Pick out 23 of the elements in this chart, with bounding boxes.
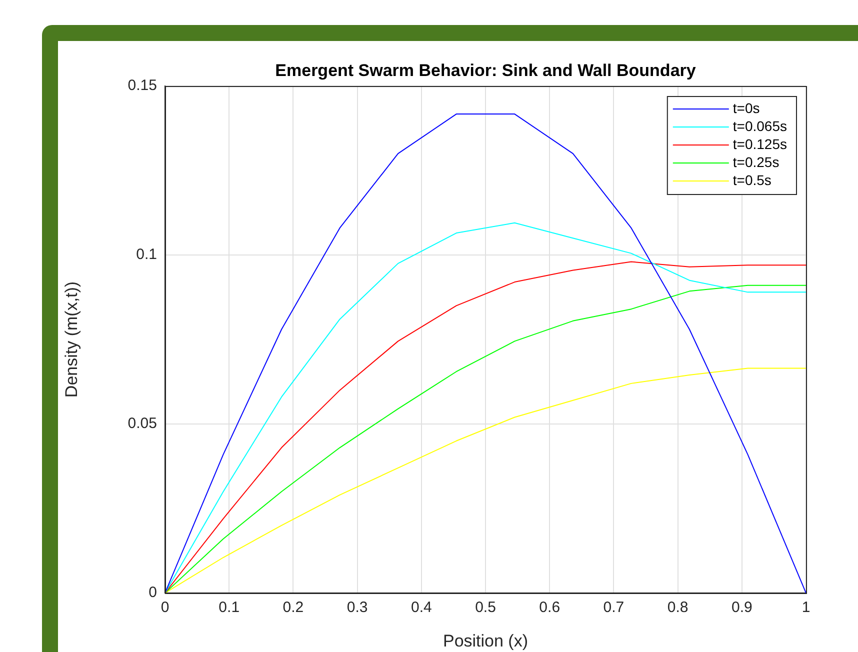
y-tick-label: 0.15 — [128, 77, 157, 94]
x-tick-label: 0.8 — [667, 599, 688, 616]
x-tick-label: 0.2 — [282, 599, 304, 616]
y-tick-label: 0.05 — [128, 415, 157, 432]
x-tick-label: 0.3 — [346, 599, 368, 616]
x-tick-label: 0.4 — [410, 599, 432, 616]
y-tick-label: 0.1 — [136, 246, 157, 264]
x-tick-label: 0.9 — [731, 599, 752, 616]
legend-label: t=0.125s — [732, 136, 788, 152]
legend-label: t=0s — [732, 100, 760, 116]
y-axis-title: Density (m(x,t)) — [62, 281, 81, 398]
x-tick-label: 1 — [802, 599, 810, 616]
legend-label: t=0.065s — [732, 118, 788, 134]
x-tick-label: 0.7 — [603, 599, 624, 616]
legend-label: t=0.5s — [732, 172, 772, 188]
x-axis-title: Position (x) — [442, 631, 528, 650]
y-tick-label: 0 — [148, 584, 157, 602]
x-tick-label: 0.5 — [475, 599, 496, 616]
x-tick-label: 0 — [160, 599, 170, 616]
x-tick-label: 0.6 — [539, 599, 560, 616]
legend-label: t=0.25s — [732, 154, 780, 170]
x-tick-label: 0.1 — [218, 599, 240, 616]
chart-title: Emergent Swarm Behavior: Sink and Wall Boundary — [275, 61, 696, 80]
